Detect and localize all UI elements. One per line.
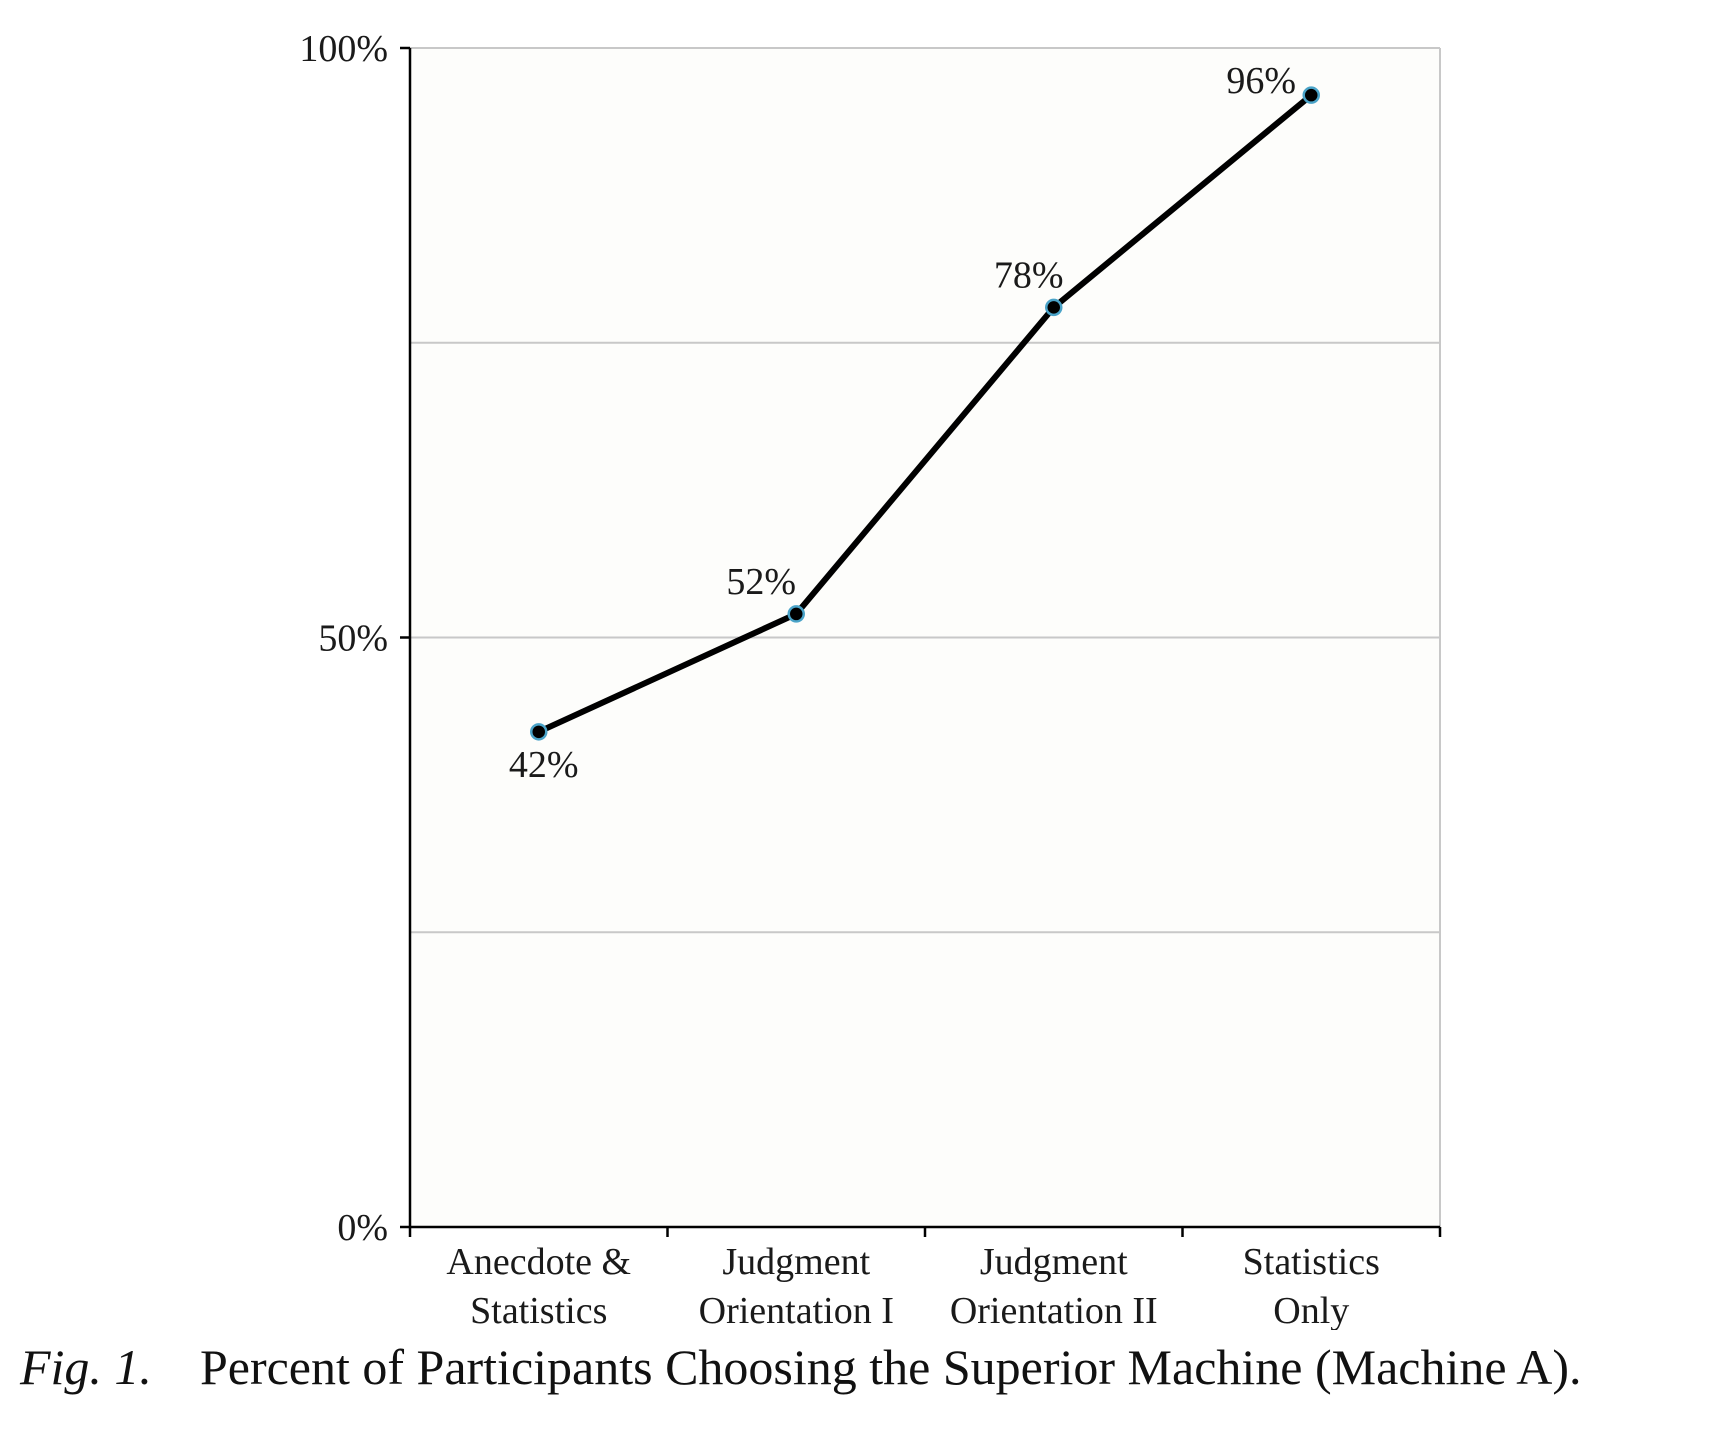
y-tick-label: 100%: [299, 28, 388, 70]
figure-caption-text: Percent of Participants Choosing the Sup…: [199, 1339, 1582, 1395]
series-line: [535, 92, 1315, 735]
x-tick-label: Anecdote & Statistics: [446, 1241, 631, 1330]
x-tick-label: Judgment Orientation I: [699, 1241, 894, 1330]
y-tick-label: 0%: [337, 1207, 388, 1249]
data-point: [787, 605, 805, 623]
data-label: 42%: [509, 744, 579, 786]
data-label: 52%: [726, 561, 796, 603]
x-tick-label: Judgment Orientation II: [950, 1241, 1158, 1330]
data-point: [530, 723, 548, 741]
data-point: [1302, 86, 1320, 104]
line-chart: 0% 50% 100% Anecdote & Statistics Judgment Or…: [299, 28, 1442, 1330]
figure-caption: Fig. 1. Percent of Participants Choosing …: [20, 1338, 1582, 1396]
data-point: [1045, 298, 1063, 317]
data-label: 78%: [994, 254, 1064, 296]
x-tick-label: Statistics Only: [1243, 1241, 1380, 1330]
y-tick-label: 50%: [318, 618, 388, 660]
data-label: 96%: [1226, 60, 1296, 102]
figure-label: Fig. 1.: [20, 1339, 152, 1395]
